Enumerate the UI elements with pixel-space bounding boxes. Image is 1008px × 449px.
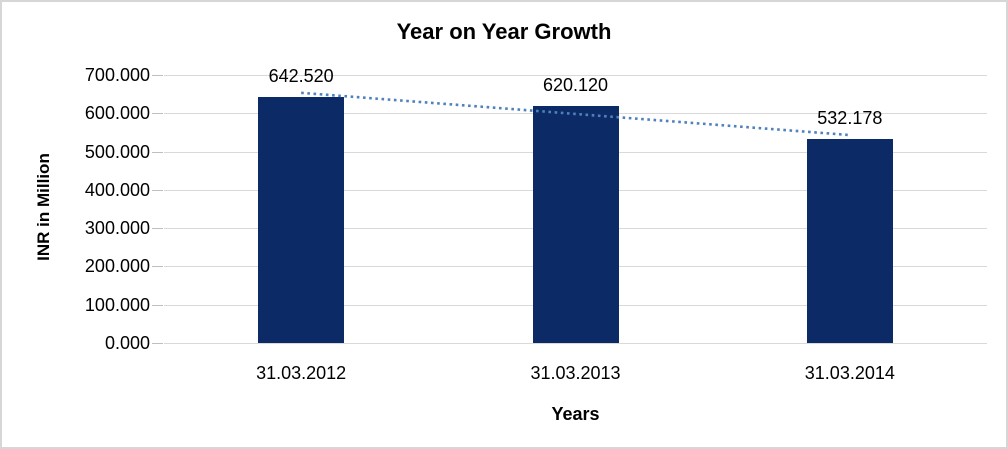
y-tick-mark (152, 304, 163, 306)
x-tick-label: 31.03.2012 (256, 363, 347, 383)
bar-value-label: 532.178 (817, 108, 883, 129)
gridline (164, 75, 987, 76)
y-tick-label: 500.000 (84, 141, 150, 162)
x-tick-label: 31.03.2014 (804, 363, 895, 383)
y-tick-mark (152, 266, 163, 268)
gridline (164, 343, 987, 344)
y-tick-mark (152, 75, 163, 76)
chart-title: Year on Year Growth (396, 19, 612, 44)
bar (258, 97, 345, 343)
y-tick-label: 300.000 (84, 218, 150, 239)
y-tick-label: 700.000 (84, 65, 150, 85)
y-tick-label: 400.000 (84, 179, 150, 200)
y-axis-title: INR in Million (34, 153, 53, 261)
y-tick-label: 100.000 (84, 294, 150, 315)
bar-value-label: 620.120 (542, 74, 609, 95)
y-tick-label: 0.000 (104, 333, 150, 353)
y-tick-mark (152, 228, 163, 230)
y-tick-mark (152, 189, 163, 191)
x-tick-label: 31.03.2013 (530, 363, 621, 383)
y-tick-mark (152, 151, 163, 153)
bar (532, 105, 619, 343)
x-axis-title: Years (551, 404, 600, 424)
y-tick-mark (152, 343, 163, 344)
bar (806, 139, 893, 343)
y-tick-label: 200.000 (84, 256, 150, 277)
y-tick-mark (152, 113, 163, 115)
y-tick-label: 600.000 (84, 103, 150, 124)
bar-value-label: 642.520 (268, 66, 334, 86)
